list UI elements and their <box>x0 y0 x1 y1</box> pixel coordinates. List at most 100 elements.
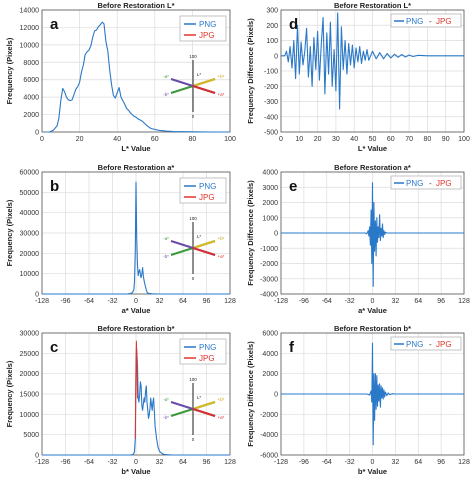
wheel-label: L* <box>197 395 202 400</box>
panel-letter: c <box>50 339 58 356</box>
wheel-label: 0 <box>192 114 195 119</box>
y-tick-label: -1000 <box>260 246 278 253</box>
series-line-jpg <box>134 340 138 439</box>
y-tick-label: 10000 <box>20 42 40 49</box>
y-tick-label: 50000 <box>20 190 40 197</box>
y-axis-label: Frequency (Pixels) <box>5 37 14 104</box>
x-axis-label: a* Value <box>122 306 151 315</box>
cielab-color-wheel-icon: 100 0 L* -a* +b* -b* +a* <box>163 377 225 442</box>
x-tick-label: 0 <box>279 136 283 143</box>
y-tick-label: 15000 <box>20 392 40 399</box>
legend-label-png: PNG <box>406 17 423 26</box>
wheel-label: -a* <box>163 74 169 79</box>
y-tick-label: 10000 <box>20 271 40 278</box>
y-tick-label: -200 <box>264 84 278 91</box>
x-tick-label: -128 <box>274 298 288 305</box>
legend-label-png: PNG <box>406 340 423 349</box>
legend-label-jpg: JPG <box>436 340 452 349</box>
cielab-color-wheel-icon: 100 0 L* -a* +b* -b* +a* <box>163 216 225 281</box>
y-tick-label: -3000 <box>260 276 278 283</box>
cielab-color-wheel-icon: 100 0 L* -a* +b* -b* +a* <box>163 54 225 119</box>
series-line-png-jpg <box>281 12 464 110</box>
x-tick-label: 50 <box>369 136 377 143</box>
y-tick-label: 4000 <box>23 95 39 102</box>
y-axis-label: Frequency (Pixels) <box>5 199 14 266</box>
y-tick-label: 300 <box>266 8 278 15</box>
y-tick-label: 30000 <box>20 331 40 338</box>
y-tick-label: 4000 <box>262 351 278 358</box>
chart-title: Before Restoration L* <box>97 1 174 10</box>
x-tick-label: 70 <box>405 136 413 143</box>
x-tick-label: -32 <box>107 298 117 305</box>
y-tick-label: 0 <box>35 292 39 299</box>
y-tick-label: 0 <box>35 130 39 137</box>
a-axis-red <box>192 247 216 256</box>
y-tick-label: -4000 <box>260 432 278 439</box>
wheel-label: +b* <box>218 236 225 241</box>
x-tick-label: 40 <box>350 136 358 143</box>
wheel-label: 100 <box>189 377 197 382</box>
plot-frame <box>41 171 231 295</box>
x-tick-label: -32 <box>107 459 117 466</box>
wheel-label: -a* <box>163 236 169 241</box>
y-tick-label: 4000 <box>262 170 278 177</box>
x-tick-label: 80 <box>189 136 197 143</box>
legend-label-jpg: JPG <box>436 17 452 26</box>
wheel-label: 0 <box>192 276 195 281</box>
x-tick-label: 100 <box>224 136 236 143</box>
y-tick-label: 2000 <box>262 371 278 378</box>
x-tick-label: 64 <box>179 459 187 466</box>
legend-box <box>179 177 227 204</box>
y-tick-label: 6000 <box>262 331 278 338</box>
wheel-label: 0 <box>192 437 195 442</box>
x-tick-label: 20 <box>314 136 322 143</box>
legend-label-png: PNG <box>199 343 216 352</box>
panel-letter: e <box>289 178 297 195</box>
x-tick-label: 90 <box>442 136 450 143</box>
y-tick-label: 12000 <box>20 25 40 32</box>
y-axis-label: Frequency Difference (Pixels) <box>246 18 255 124</box>
x-tick-label: -96 <box>60 298 70 305</box>
x-tick-label: -64 <box>84 298 94 305</box>
x-tick-label: 32 <box>156 459 164 466</box>
y-tick-label: 6000 <box>23 77 39 84</box>
x-tick-label: 32 <box>156 298 164 305</box>
legend-label-png: PNG <box>199 182 216 191</box>
x-axis-label: L* Value <box>358 144 387 153</box>
x-axis-label: a* Value <box>358 306 387 315</box>
wheel-label: 100 <box>189 216 197 221</box>
y-tick-label: 200 <box>266 23 278 30</box>
legend-box <box>179 15 227 42</box>
y-tick-label: -2000 <box>260 412 278 419</box>
y-tick-label: 8000 <box>23 60 39 67</box>
plot-frame <box>41 332 231 456</box>
plot-frame <box>280 9 465 133</box>
chart-panel-a: 0 20 40 60 80 100 0 2000 4000 6000 8000 10000 12000 1… <box>5 1 236 153</box>
x-tick-label: 64 <box>179 298 187 305</box>
a-axis-red <box>192 85 216 94</box>
wheel-label: L* <box>197 72 202 77</box>
legend-label-minus: - <box>429 340 432 349</box>
wheel-label: +b* <box>218 74 225 79</box>
x-tick-label: 10 <box>295 136 303 143</box>
b-axis-yellow <box>192 401 216 410</box>
legend-box <box>390 336 462 351</box>
y-tick-label: 20000 <box>20 251 40 258</box>
x-tick-label: 0 <box>371 459 375 466</box>
x-tick-label: 20 <box>76 136 84 143</box>
series-line-png-jpg <box>281 182 464 287</box>
x-tick-label: -128 <box>35 298 49 305</box>
chart-title: Before Restoration a* <box>334 163 411 172</box>
x-tick-label: -128 <box>35 459 49 466</box>
legend-box <box>390 175 462 190</box>
legend-box <box>390 13 462 28</box>
y-tick-label: -400 <box>264 114 278 121</box>
panel-letter: a <box>50 16 59 33</box>
y-tick-label: 3000 <box>262 185 278 192</box>
chart-panel-c: -128 -96 -64 -32 0 32 64 96 128 0 5000 10000 15000 20… <box>5 324 236 476</box>
chart-title: Before Restoration L* <box>334 1 411 10</box>
y-tick-label: 20000 <box>20 371 40 378</box>
legend-label-jpg: JPG <box>199 193 215 202</box>
wheel-label: -a* <box>163 397 169 402</box>
x-tick-label: 64 <box>414 298 422 305</box>
